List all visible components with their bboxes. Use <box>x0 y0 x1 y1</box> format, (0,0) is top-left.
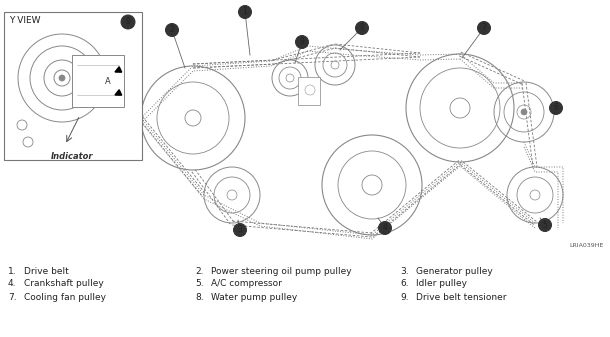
Circle shape <box>165 24 179 36</box>
Text: 1: 1 <box>243 7 248 17</box>
Text: Cooling fan pulley: Cooling fan pulley <box>24 293 106 302</box>
Circle shape <box>550 101 562 115</box>
Text: 8: 8 <box>360 24 364 32</box>
Text: A: A <box>105 78 111 87</box>
Circle shape <box>521 109 527 115</box>
Circle shape <box>295 35 309 49</box>
Text: 4: 4 <box>382 223 387 233</box>
Text: 5: 5 <box>542 220 547 229</box>
Circle shape <box>478 22 490 34</box>
Text: 9.: 9. <box>400 293 409 302</box>
Text: Drive belt tensioner: Drive belt tensioner <box>416 293 506 302</box>
Text: LRIA039HE: LRIA039HE <box>570 243 604 248</box>
Text: 9: 9 <box>300 37 304 47</box>
Text: 6: 6 <box>553 103 558 113</box>
Text: 9: 9 <box>126 18 131 27</box>
FancyBboxPatch shape <box>72 55 124 107</box>
Text: Water pump pulley: Water pump pulley <box>211 293 297 302</box>
Circle shape <box>378 221 392 235</box>
Text: 5.: 5. <box>195 279 204 288</box>
Text: Crankshaft pulley: Crankshaft pulley <box>24 279 104 288</box>
Text: Drive belt: Drive belt <box>24 267 69 276</box>
Text: 3.: 3. <box>400 267 409 276</box>
Polygon shape <box>115 90 122 95</box>
FancyBboxPatch shape <box>4 12 142 160</box>
Circle shape <box>234 223 246 237</box>
Text: 6.: 6. <box>400 279 409 288</box>
Text: A/C compressor: A/C compressor <box>211 279 282 288</box>
Text: 2.: 2. <box>195 267 204 276</box>
Circle shape <box>539 218 551 232</box>
Circle shape <box>356 22 368 34</box>
Circle shape <box>59 75 65 81</box>
FancyBboxPatch shape <box>298 77 320 105</box>
Text: 4.: 4. <box>8 279 16 288</box>
Text: 7: 7 <box>481 24 486 32</box>
Circle shape <box>239 5 251 19</box>
Text: 2: 2 <box>170 26 174 34</box>
Text: Indicator: Indicator <box>51 152 93 161</box>
Text: 8.: 8. <box>195 293 204 302</box>
Circle shape <box>121 15 135 29</box>
Text: 7.: 7. <box>8 293 16 302</box>
Polygon shape <box>115 67 122 72</box>
Text: Generator pulley: Generator pulley <box>416 267 493 276</box>
Text: 1.: 1. <box>8 267 16 276</box>
Text: Power steering oil pump pulley: Power steering oil pump pulley <box>211 267 351 276</box>
Text: Y VIEW: Y VIEW <box>9 16 40 25</box>
Text: 3: 3 <box>237 225 242 235</box>
Text: Idler pulley: Idler pulley <box>416 279 467 288</box>
